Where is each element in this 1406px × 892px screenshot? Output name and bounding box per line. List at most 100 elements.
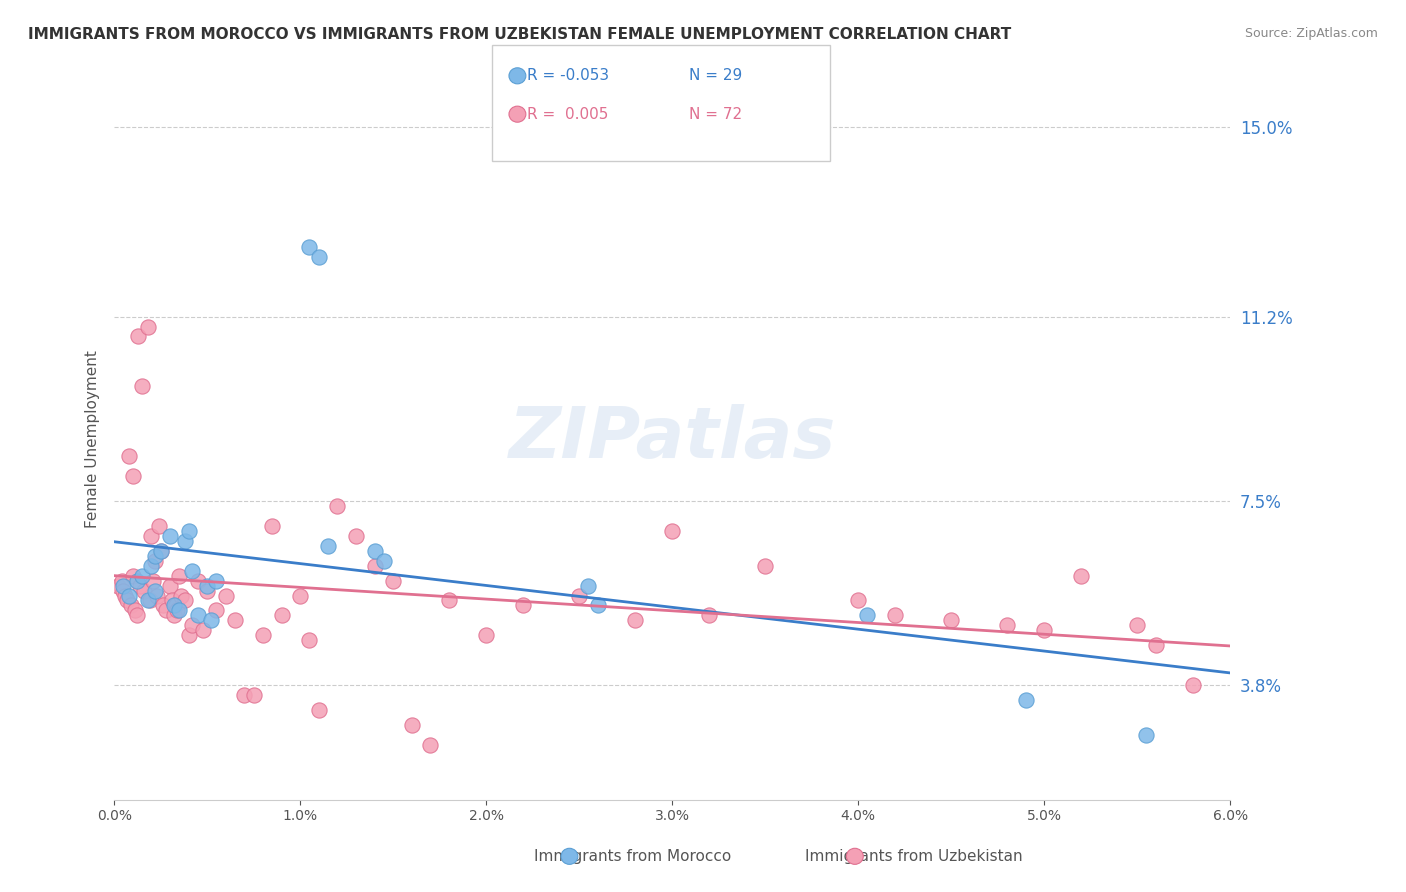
Point xyxy=(138,593,160,607)
Point xyxy=(169,603,191,617)
Point xyxy=(195,583,218,598)
Point xyxy=(143,583,166,598)
Point xyxy=(142,574,165,588)
Text: R = -0.053: R = -0.053 xyxy=(527,69,609,83)
Point xyxy=(166,603,188,617)
Point xyxy=(215,589,238,603)
Point xyxy=(163,599,186,613)
Point xyxy=(132,583,155,598)
Point xyxy=(124,603,146,617)
Point xyxy=(939,614,962,628)
Point xyxy=(118,449,141,463)
Point xyxy=(115,593,138,607)
Point xyxy=(165,599,187,613)
Point xyxy=(475,628,498,642)
Point xyxy=(624,614,647,628)
Point xyxy=(169,568,191,582)
Point xyxy=(149,543,172,558)
Point xyxy=(111,574,134,588)
Point xyxy=(143,549,166,563)
Point xyxy=(129,578,152,592)
Point xyxy=(146,589,169,603)
Point xyxy=(125,608,148,623)
Point xyxy=(1070,568,1092,582)
Point xyxy=(152,599,174,613)
Point xyxy=(118,589,141,603)
Point xyxy=(136,593,159,607)
Point xyxy=(419,738,441,752)
Point xyxy=(437,593,460,607)
Point xyxy=(200,614,222,628)
Point xyxy=(856,608,879,623)
Y-axis label: Female Unemployment: Female Unemployment xyxy=(86,350,100,527)
Point xyxy=(112,578,135,592)
Point xyxy=(187,608,209,623)
Point xyxy=(181,564,204,578)
Point xyxy=(177,628,200,642)
Point xyxy=(136,319,159,334)
Point xyxy=(125,574,148,588)
Point xyxy=(159,529,181,543)
Point xyxy=(699,608,721,623)
Point xyxy=(242,688,264,702)
Point xyxy=(373,554,395,568)
Point xyxy=(205,603,228,617)
Text: Source: ZipAtlas.com: Source: ZipAtlas.com xyxy=(1244,27,1378,40)
Point xyxy=(160,593,183,607)
Text: IMMIGRANTS FROM MOROCCO VS IMMIGRANTS FROM UZBEKISTAN FEMALE UNEMPLOYMENT CORREL: IMMIGRANTS FROM MOROCCO VS IMMIGRANTS FR… xyxy=(28,27,1011,42)
Point xyxy=(143,554,166,568)
Point xyxy=(112,583,135,598)
Point xyxy=(326,499,349,513)
Point xyxy=(1135,728,1157,742)
Point xyxy=(270,608,292,623)
Point xyxy=(205,574,228,588)
Point xyxy=(754,558,776,573)
Point xyxy=(586,599,609,613)
Point xyxy=(316,539,339,553)
Point xyxy=(177,524,200,538)
Point xyxy=(195,578,218,592)
Point xyxy=(121,469,143,483)
Point xyxy=(344,529,367,543)
Point xyxy=(141,529,163,543)
Point xyxy=(995,618,1018,632)
Point xyxy=(1181,678,1204,692)
Point xyxy=(159,578,181,592)
Text: Immigrants from Uzbekistan: Immigrants from Uzbekistan xyxy=(806,849,1022,863)
Point xyxy=(308,250,330,264)
Point xyxy=(1126,618,1149,632)
Point xyxy=(173,593,195,607)
Point xyxy=(173,533,195,548)
Point xyxy=(252,628,274,642)
Point xyxy=(121,568,143,582)
Point xyxy=(568,589,591,603)
Point xyxy=(363,543,385,558)
Point xyxy=(846,593,869,607)
Point xyxy=(163,608,186,623)
Point xyxy=(224,614,246,628)
Point xyxy=(149,543,172,558)
Text: N = 72: N = 72 xyxy=(689,107,742,121)
Point xyxy=(401,718,423,732)
Point xyxy=(661,524,683,538)
Point xyxy=(262,518,284,533)
Point xyxy=(308,703,330,717)
Point xyxy=(127,329,149,343)
Point xyxy=(363,558,385,573)
Point xyxy=(193,624,215,638)
Point xyxy=(512,599,534,613)
Point xyxy=(131,379,153,393)
Point xyxy=(181,618,204,632)
Point xyxy=(131,568,153,582)
Point xyxy=(233,688,256,702)
Point xyxy=(884,608,907,623)
Point xyxy=(148,518,170,533)
Point xyxy=(1014,693,1036,707)
Point xyxy=(107,578,129,592)
Point xyxy=(187,574,209,588)
Point xyxy=(288,589,311,603)
Point xyxy=(155,603,177,617)
Point xyxy=(1033,624,1056,638)
Point xyxy=(141,558,163,573)
Text: N = 29: N = 29 xyxy=(689,69,742,83)
